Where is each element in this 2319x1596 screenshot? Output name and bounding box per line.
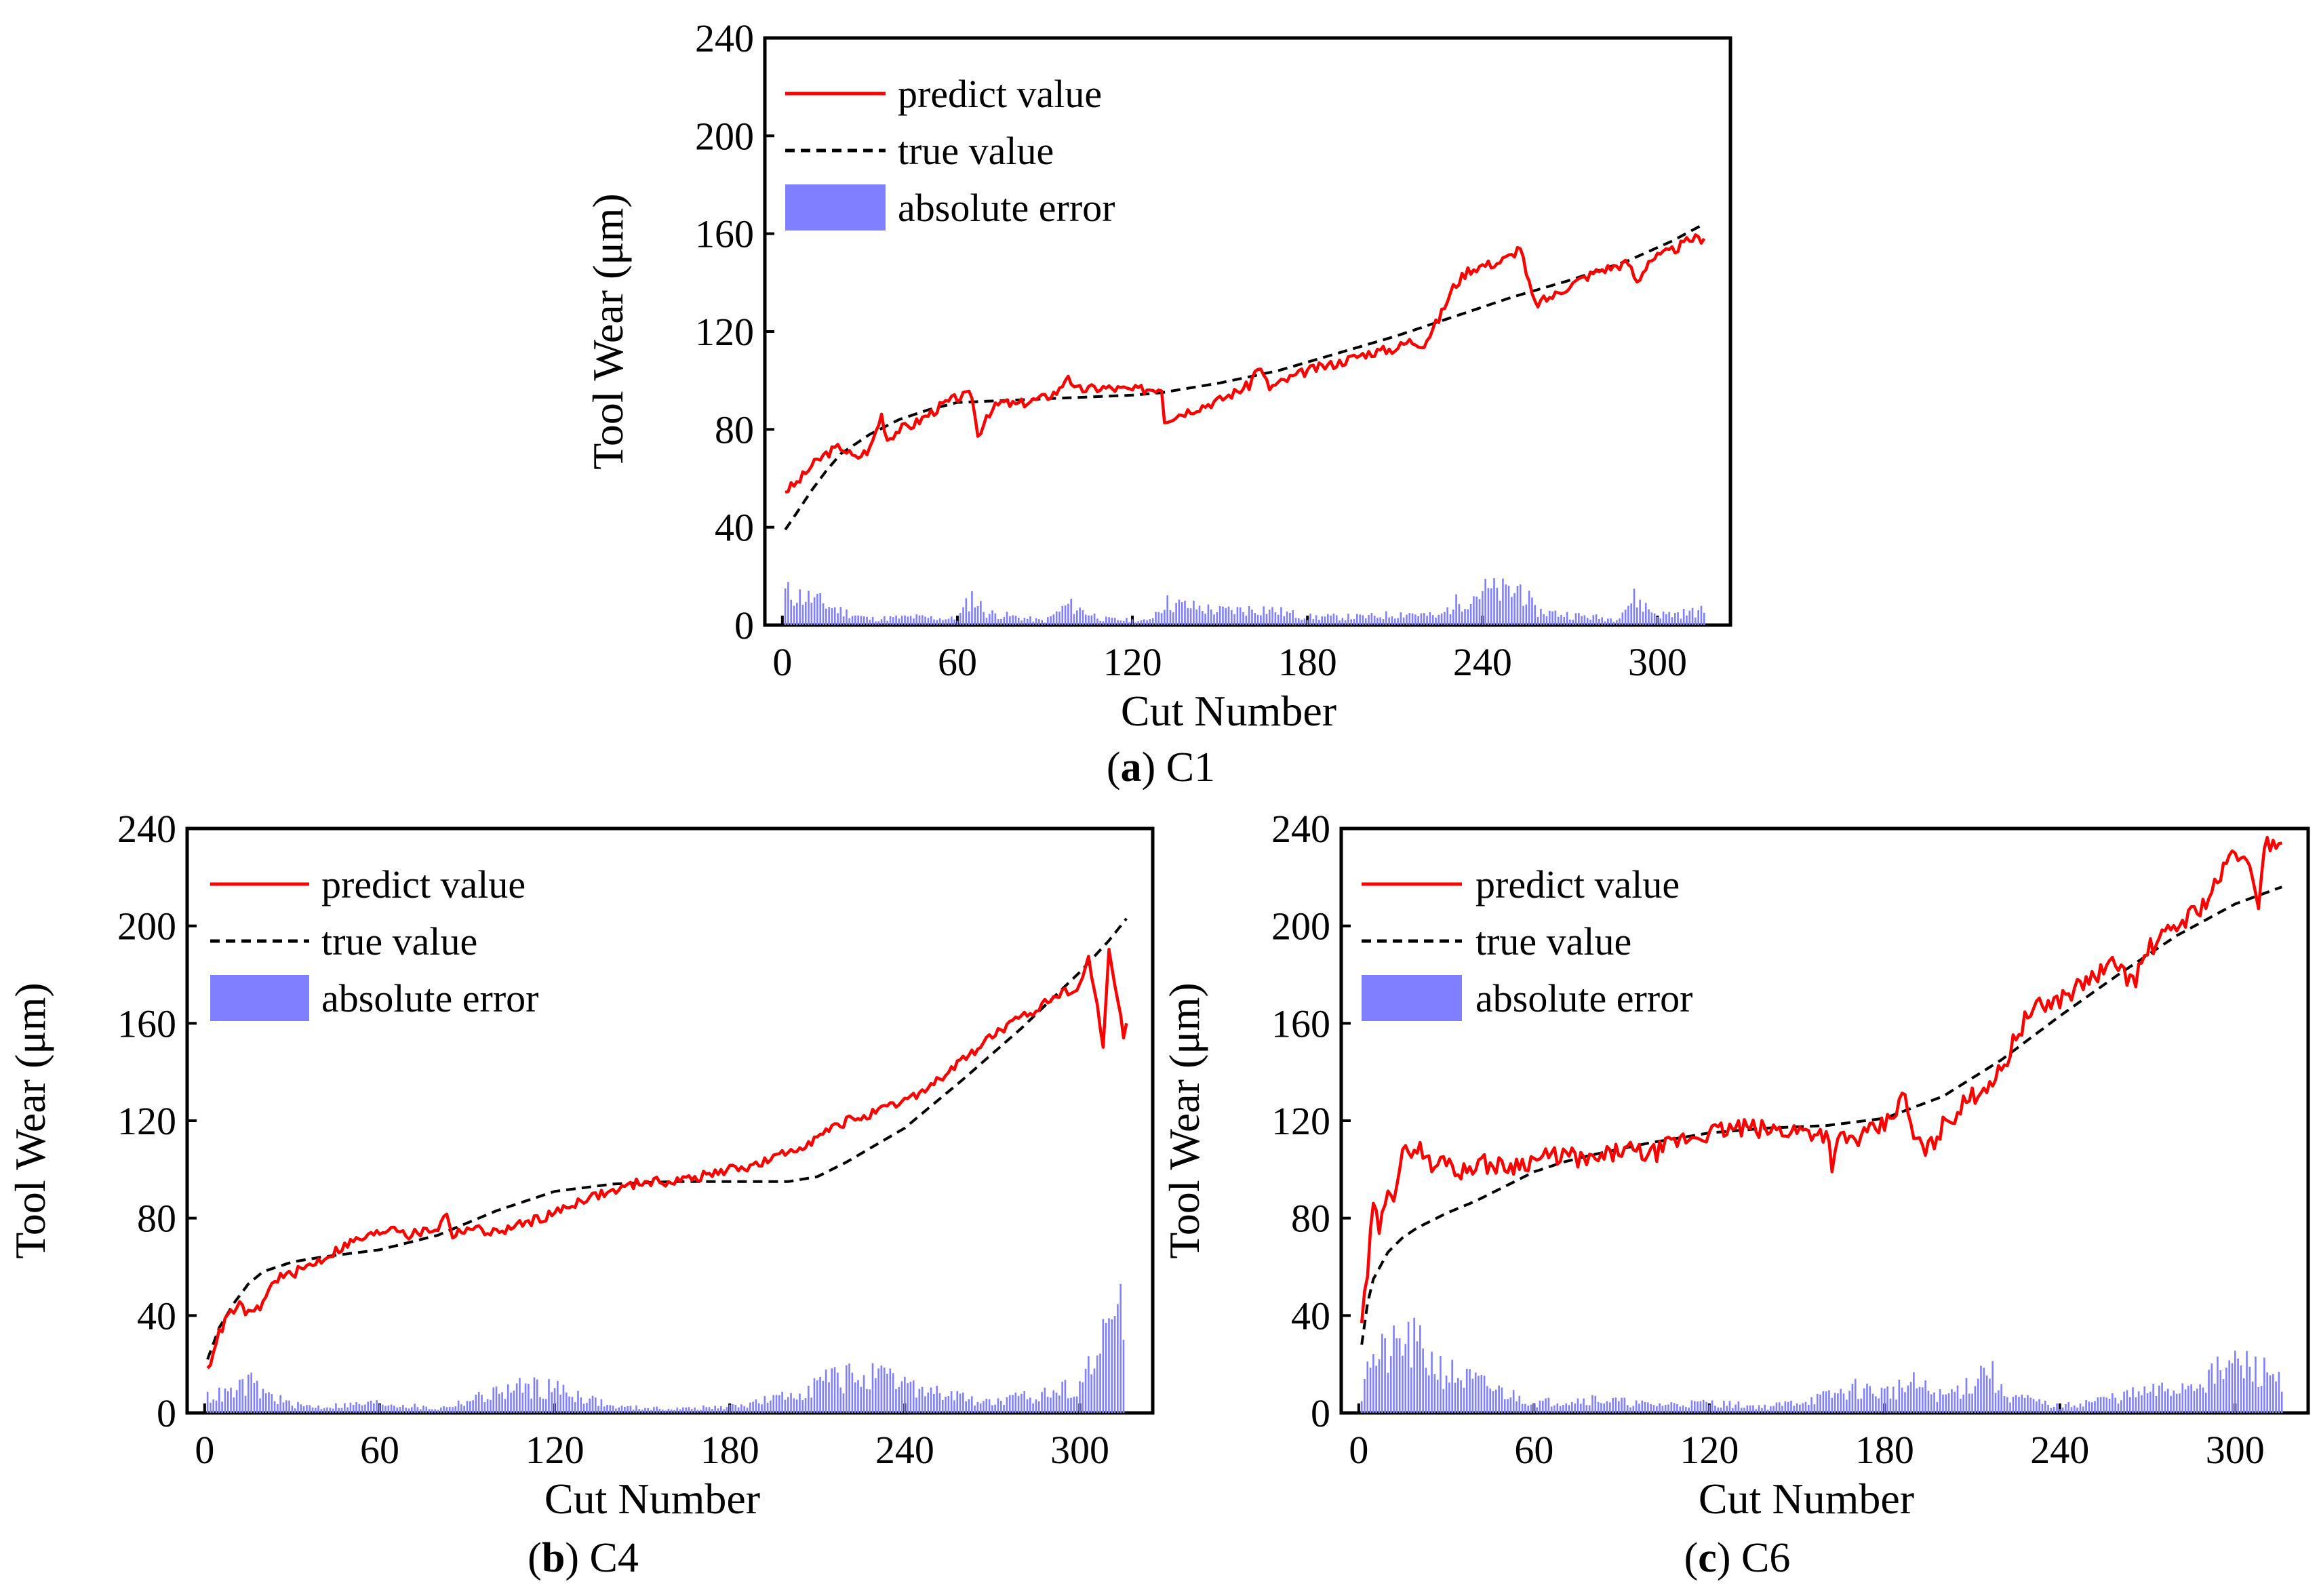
y-tick-label: 240 bbox=[695, 16, 754, 60]
y-tick-label: 160 bbox=[695, 212, 754, 256]
y-tick-label: 240 bbox=[117, 807, 176, 851]
x-tick-label: 300 bbox=[1050, 1428, 1109, 1472]
legend-error-label: absolute error bbox=[321, 976, 538, 1020]
chart-panel-c4: 0 40 80 120 160 200 240 0 60 120 180 240 300 Cut Nu… bbox=[6, 807, 1155, 1523]
legend-error-label: absolute error bbox=[898, 186, 1115, 230]
legend-true-label: true value bbox=[898, 129, 1054, 173]
y-tick-label: 40 bbox=[1291, 1294, 1330, 1338]
y-axis-title: Tool Wear (μm) bbox=[6, 982, 54, 1258]
y-tick-label: 200 bbox=[695, 114, 754, 158]
x-tick-label: 60 bbox=[1514, 1428, 1553, 1472]
y-tick-label: 80 bbox=[715, 407, 754, 452]
legend-error-swatch bbox=[785, 184, 886, 231]
error-bars bbox=[206, 1283, 1125, 1413]
error-bars bbox=[784, 578, 1705, 625]
x-axis-title: Cut Number bbox=[544, 1475, 760, 1523]
x-axis-title: Cut Number bbox=[1121, 687, 1336, 735]
y-axis-ticks bbox=[1341, 827, 2237, 1414]
caption-c: (c) C6 bbox=[1684, 1535, 1791, 1581]
y-tick-label: 0 bbox=[157, 1391, 176, 1435]
chart-panel-c6: 0 40 80 120 160 200 240 0 60 120 180 240 300 Cut Nu… bbox=[1160, 807, 2310, 1523]
x-tick-labels: 0 60 120 180 240 300 bbox=[195, 1428, 1109, 1472]
y-tick-label: 80 bbox=[1291, 1197, 1330, 1241]
y-tick-label: 160 bbox=[117, 1001, 176, 1045]
y-tick-labels: 0 40 80 120 160 200 240 bbox=[1271, 807, 1330, 1435]
error-bars bbox=[1360, 1317, 2283, 1413]
predict-value-line bbox=[206, 948, 1128, 1370]
x-tick-label: 0 bbox=[772, 640, 792, 684]
y-tick-label: 120 bbox=[1271, 1099, 1330, 1143]
legend-predict-label: predict value bbox=[898, 72, 1102, 116]
legend-predict-label: predict value bbox=[321, 862, 526, 906]
legend-error-label: absolute error bbox=[1475, 976, 1692, 1020]
x-tick-label: 120 bbox=[526, 1428, 584, 1472]
y-tick-label: 120 bbox=[117, 1099, 176, 1143]
caption-b: (b) C4 bbox=[528, 1535, 639, 1581]
y-tick-label: 240 bbox=[1271, 807, 1330, 851]
y-axis-ticks bbox=[765, 37, 1659, 626]
predict-value-line bbox=[785, 233, 1706, 494]
y-tick-label: 160 bbox=[1271, 1001, 1330, 1045]
x-tick-label: 300 bbox=[1628, 640, 1687, 684]
true-value-line bbox=[784, 222, 1705, 531]
y-tick-label: 200 bbox=[1271, 904, 1330, 949]
y-tick-label: 0 bbox=[734, 603, 754, 647]
y-tick-label: 80 bbox=[137, 1197, 176, 1241]
plot-frame bbox=[1339, 826, 2310, 1415]
x-axis-title: Cut Number bbox=[1699, 1475, 1914, 1523]
y-tick-labels: 0 40 80 120 160 200 240 bbox=[117, 807, 176, 1435]
y-axis-title: Tool Wear (μm) bbox=[584, 193, 632, 469]
x-tick-label: 240 bbox=[2030, 1428, 2089, 1472]
x-tick-label: 180 bbox=[700, 1428, 759, 1472]
true-value-line bbox=[1360, 885, 2282, 1345]
true-value-line bbox=[206, 917, 1128, 1360]
legend: predict value true value absolute error bbox=[210, 862, 538, 1021]
caption-a-letter: a bbox=[1121, 744, 1142, 791]
legend-true-label: true value bbox=[321, 919, 477, 963]
caption-b-letter: b bbox=[542, 1535, 565, 1581]
x-tick-label: 0 bbox=[195, 1428, 214, 1472]
y-tick-label: 0 bbox=[1311, 1391, 1330, 1435]
caption-b-name: C4 bbox=[589, 1535, 638, 1581]
x-tick-label: 120 bbox=[1680, 1428, 1739, 1472]
x-tick-label: 180 bbox=[1855, 1428, 1914, 1472]
legend: predict value true value absolute error bbox=[785, 72, 1115, 231]
x-tick-label: 240 bbox=[1453, 640, 1512, 684]
y-axis-title: Tool Wear (μm) bbox=[1160, 982, 1208, 1258]
caption-a: (a) C1 bbox=[1107, 744, 1215, 791]
plot-frame bbox=[763, 36, 1732, 627]
x-tick-label: 60 bbox=[360, 1428, 399, 1472]
y-tick-label: 200 bbox=[117, 904, 176, 949]
chart-panel-c1: 0 40 80 120 160 200 240 0 60 120 180 240 300 Cut Nu… bbox=[584, 16, 1732, 735]
y-axis-ticks bbox=[187, 827, 1082, 1414]
x-tick-label: 300 bbox=[2206, 1428, 2265, 1472]
x-tick-label: 180 bbox=[1278, 640, 1337, 684]
y-tick-labels: 0 40 80 120 160 200 240 bbox=[695, 16, 754, 647]
y-tick-label: 120 bbox=[695, 310, 754, 354]
x-tick-label: 0 bbox=[1349, 1428, 1368, 1472]
legend: predict value true value absolute error bbox=[1362, 862, 1692, 1021]
plot-frame bbox=[185, 826, 1155, 1415]
x-tick-labels: 0 60 120 180 240 300 bbox=[772, 640, 1687, 684]
x-tick-label: 60 bbox=[938, 640, 977, 684]
caption-c-name: C6 bbox=[1741, 1535, 1790, 1581]
legend-predict-label: predict value bbox=[1475, 862, 1680, 906]
caption-c-letter: c bbox=[1698, 1535, 1717, 1581]
x-tick-label: 240 bbox=[875, 1428, 934, 1472]
legend-error-swatch bbox=[210, 975, 309, 1021]
predict-value-line bbox=[1360, 835, 2282, 1323]
caption-a-name: C1 bbox=[1166, 744, 1215, 791]
y-tick-label: 40 bbox=[137, 1294, 176, 1338]
legend-true-label: true value bbox=[1475, 919, 1631, 963]
x-tick-label: 120 bbox=[1103, 640, 1162, 684]
legend-error-swatch bbox=[1362, 975, 1462, 1021]
x-tick-labels: 0 60 120 180 240 300 bbox=[1349, 1428, 2264, 1472]
y-tick-label: 40 bbox=[715, 506, 754, 550]
